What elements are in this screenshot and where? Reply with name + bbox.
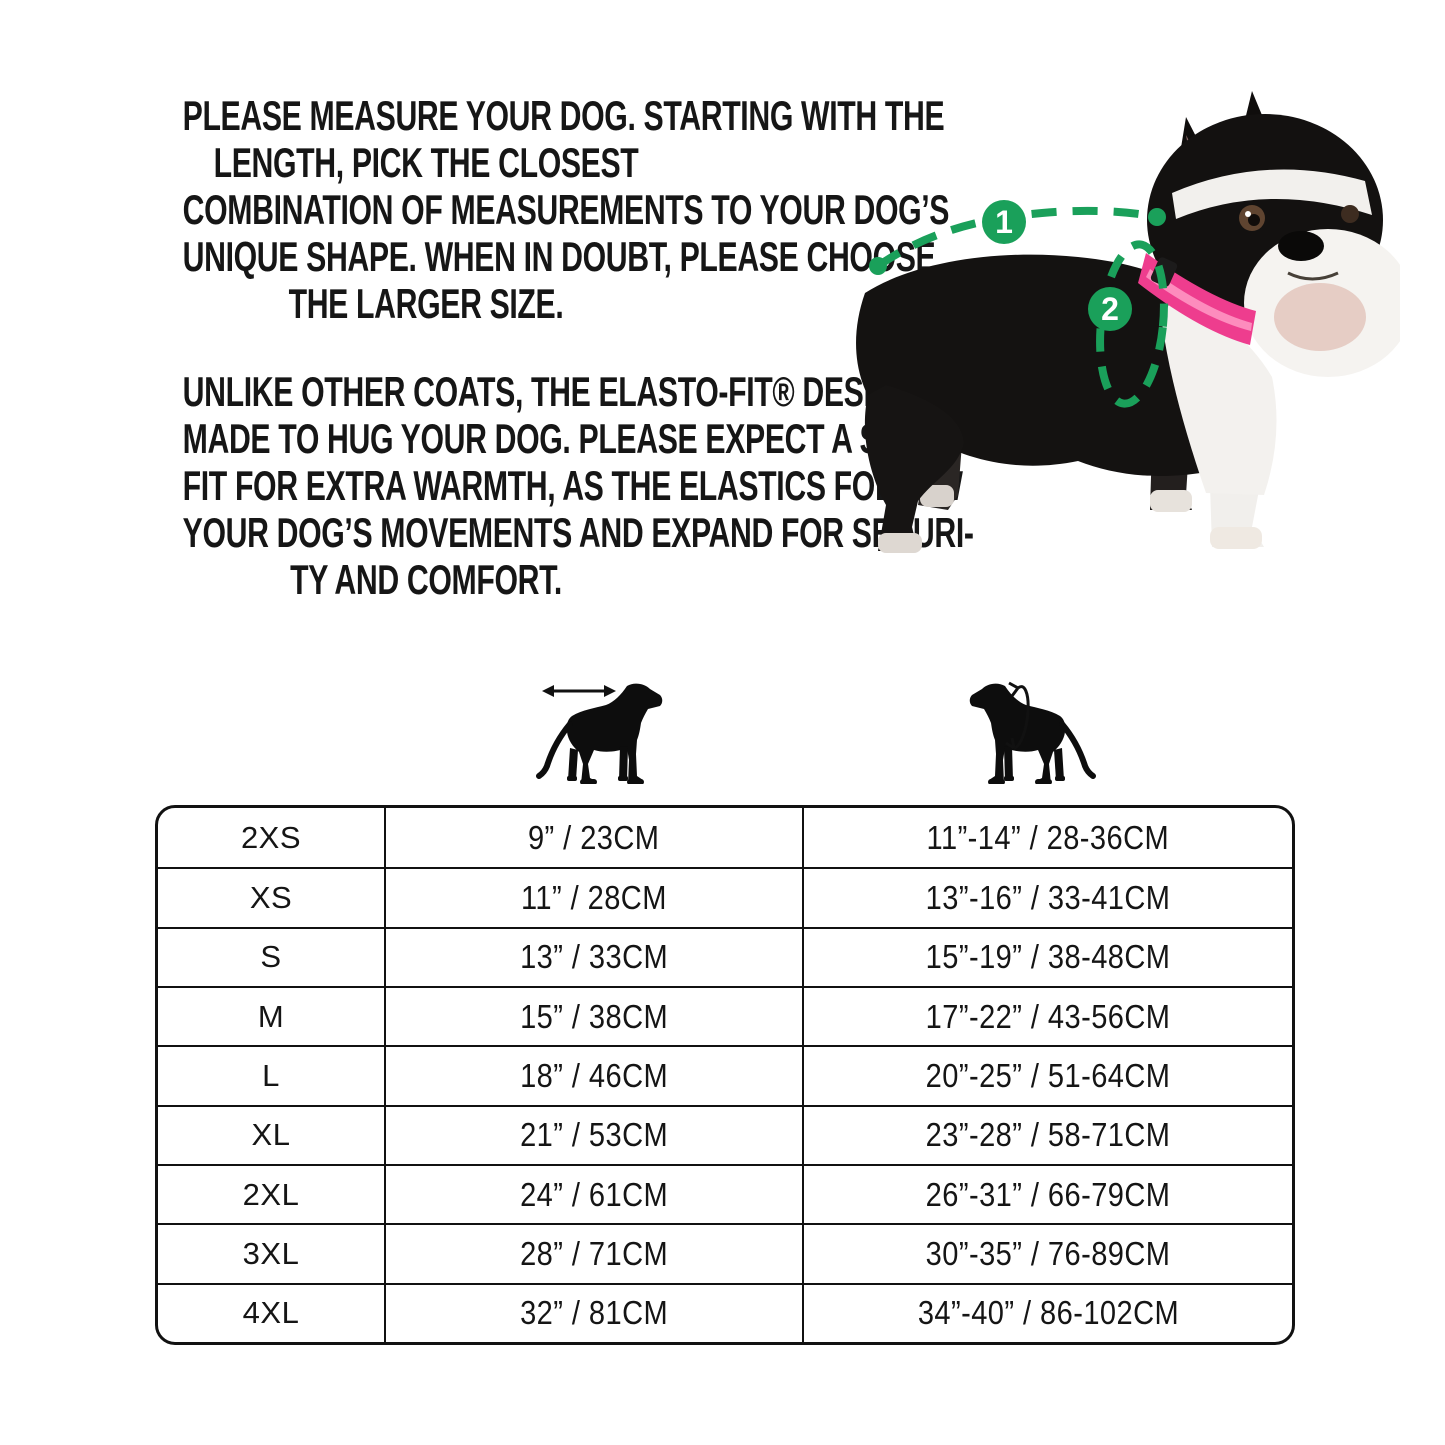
length-cell: 28” / 71CM (386, 1223, 804, 1283)
girth-arrow-icon (1005, 681, 1030, 750)
elasto-fit-text: UNLIKE OTHER COATS, THE ELASTO-FIT® DESI… (88, 368, 974, 603)
length-arrow-icon (542, 685, 616, 697)
girth-cell: 30”-35” / 76-89CM (804, 1223, 1292, 1282)
girth-cell: 26”-31” / 66-79CM (804, 1163, 1292, 1223)
length-marker-badge: 1 (982, 200, 1026, 244)
girth-cell: 11”-14” / 28-36CM (926, 818, 1170, 856)
size-cell: XL (158, 1104, 386, 1164)
size-cell: 2XS (158, 808, 386, 868)
intro-line: PLEASE MEASURE YOUR DOG. STARTING WITH T… (182, 92, 945, 139)
svg-text:1: 1 (995, 204, 1013, 240)
size-cell: 4XL (158, 1282, 386, 1342)
measurement-overlay: 1 2 (869, 200, 1168, 408)
length-cell: 18” / 46CM (386, 1045, 804, 1105)
size-cell: XS (158, 867, 386, 927)
girth-cell: 23”-28” / 58-71CM (804, 1104, 1292, 1164)
dog-head (1147, 91, 1400, 377)
size-cell: M (158, 985, 386, 1046)
size-table: 2XS 9” / 23CM 11”-14” / 28-36CM XS 11” /… (155, 805, 1295, 1345)
girth-cell: 17”-22” / 43-56CM (804, 985, 1292, 1045)
intro-line: LENGTH, PICK THE CLOSEST (213, 139, 639, 186)
fit-line: UNLIKE OTHER COATS, THE ELASTO-FIT® DESI… (182, 368, 953, 415)
length-cell: 11” / 28CM (386, 867, 804, 927)
fit-line: TY AND COMFORT. (290, 556, 562, 603)
length-dog-icon (520, 662, 670, 784)
girth-cell: 20”-25” / 51-64CM (804, 1045, 1292, 1104)
measure-instructions-text: PLEASE MEASURE YOUR DOG. STARTING WITH T… (88, 92, 950, 327)
dog-chest-patch (1162, 295, 1277, 495)
svg-text:2: 2 (1101, 291, 1119, 327)
girth-cell: 34”-40” / 86-102CM (804, 1282, 1292, 1342)
length-cell: 32” / 81CM (386, 1282, 804, 1342)
girth-measure-ellipse (1096, 240, 1168, 408)
intro-line: UNIQUE SHAPE. WHEN IN DOUBT, PLEASE CHOO… (182, 233, 936, 280)
size-cell: S (158, 926, 386, 986)
intro-line: COMBINATION OF MEASUREMENTS TO YOUR DOG’… (182, 186, 950, 233)
length-cell: 9” / 23CM (386, 808, 804, 868)
length-cell: 15” / 38CM (386, 985, 804, 1046)
length-cell: 24” / 61CM (386, 1163, 804, 1224)
size-cell: 2XL (158, 1163, 386, 1224)
girth-marker-badge: 2 (1088, 287, 1132, 331)
fit-line: FIT FOR EXTRA WARMTH, AS THE ELASTICS FO… (182, 462, 963, 509)
girth-dog-icon (962, 662, 1112, 784)
fit-line: YOUR DOG’S MOVEMENTS AND EXPAND FOR SECU… (182, 509, 974, 556)
length-cell: 21” / 53CM (386, 1104, 804, 1164)
dog-photo-illustration: 1 2 (820, 65, 1400, 635)
size-cell: 3XL (158, 1223, 386, 1283)
dog-body (856, 254, 1266, 553)
length-cell: 13” / 33CM (386, 926, 804, 986)
dog-nose (1278, 231, 1324, 261)
size-cell: L (158, 1045, 386, 1105)
fit-line: MADE TO HUG YOUR DOG. PLEASE EXPECT A SN… (182, 415, 946, 462)
dog-silhouette (969, 683, 1096, 784)
intro-line: THE LARGER SIZE. (288, 280, 564, 327)
length-measure-line (875, 206, 1158, 270)
girth-cell: 13”-16” / 33-41CM (804, 867, 1292, 926)
girth-cell: 15”-19” / 38-48CM (804, 926, 1292, 986)
dog-silhouette (536, 683, 663, 784)
